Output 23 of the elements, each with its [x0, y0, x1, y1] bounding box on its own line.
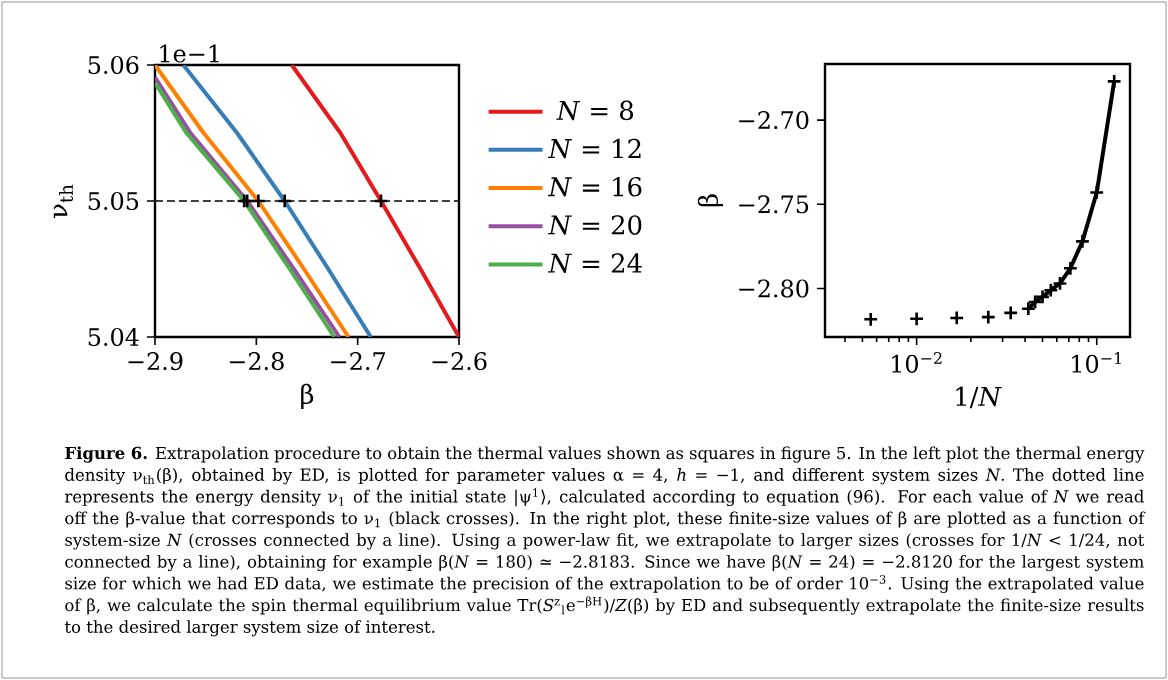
y-tick-label: 5.04 — [88, 327, 139, 347]
legend-label: N = 24 — [547, 253, 642, 273]
x-tick-label: −2.9 — [128, 352, 183, 371]
x-tick-label: −2.6 — [432, 352, 487, 371]
x-tick-label: −2.7 — [331, 352, 385, 371]
y-axis-title: ν$_{th}$ — [53, 184, 74, 218]
x-axis-title: 1/N — [956, 386, 1002, 409]
y-tick-label: −2.75 — [739, 195, 809, 214]
text: 1e−1 — [160, 44, 219, 63]
y-tick-label: −2.80 — [739, 279, 809, 298]
x-tick-label: −2.8 — [229, 352, 284, 371]
text: Figure 6. Extrapolation procedure to obtain the thermal values shown as squares in figure 5. In the left plot the thermal energy density ν$_{th}$(β), obtained by ED, is plotted for parameter values α = 4, h = −1, and different system sizes N. The dotted line represents the energy density ν$_{1}$ of the initial state |ψ$^{1}$⟩, calculated according to equation (96). For each value of N we read off the β-value that corresponds to ν$_{1}$ (black crosses). In the right plot, these finite-size values of β are plotted as a function of system-size N (crosses connected by a line). Using a power-law fit, we extrapolate to larger sizes (crosses for 1/N < 1/24, not connected by a line), obtaining for example β(N = 180) ≃ −2.8183. Since we have β(N = 24) = −2.8120 for the largest system size for which we had ED data, we estimate the precision of the extrapolation to be of order 10$^{−3}$. Using the extrapolated value of β, we calculate the spin thermal equilibrium value Tr(S$^{z}$$_{l}$e$^{−βH}$)/Z(β) by ED and subsequently extrapolate the finite-size results to the desired larger system size of interest. — [64, 446, 1146, 637]
legend-label: N = 16 — [547, 176, 642, 197]
legend-label: N = 20 — [547, 215, 642, 235]
x-tick-label: 10$^{−2}$ — [892, 352, 942, 373]
y-axis-title: β — [697, 194, 723, 207]
x-axis-title: β — [301, 383, 314, 409]
y-tick-label: −2.70 — [739, 111, 809, 130]
y-tick-label: 5.05 — [88, 191, 139, 211]
legend-label: N = 8 — [556, 100, 634, 121]
legend-label: N = 12 — [547, 138, 641, 159]
y-tick-label: 5.06 — [88, 55, 139, 75]
x-tick-label: 10$^{−1}$ — [1072, 352, 1121, 373]
